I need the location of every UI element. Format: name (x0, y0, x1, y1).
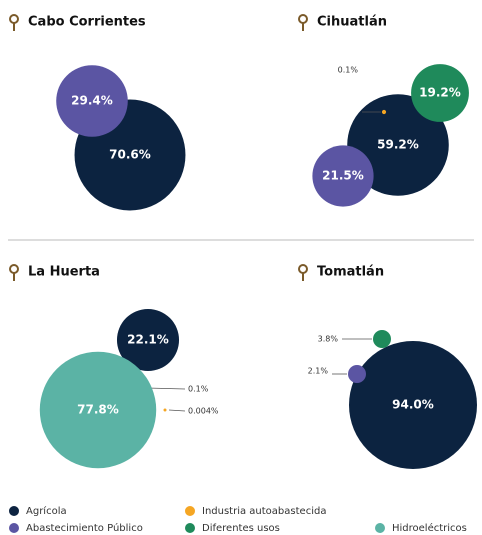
legend-label: Diferentes usos (202, 523, 280, 534)
legend-label: Abastecimiento Público (26, 522, 143, 534)
value-label: 3.8% (318, 335, 339, 344)
value-label: 19.2% (419, 86, 461, 100)
legend-label: Industria autoabastecida (202, 506, 326, 517)
bubble (381, 109, 387, 115)
leader-line (168, 409, 186, 412)
legend-marker (9, 506, 19, 516)
legend-marker (375, 523, 385, 533)
bubble (116, 308, 180, 372)
value-label: 2.1% (308, 367, 329, 376)
value-label: 21.5% (322, 169, 364, 183)
pin-icon (298, 14, 308, 24)
pin-icon (9, 264, 19, 274)
value-label: 0.1% (338, 66, 359, 75)
value-label: 70.6% (109, 148, 151, 162)
bubble (39, 351, 157, 469)
chart-title: Cabo Corrientes (28, 15, 146, 30)
bubble (56, 65, 128, 137)
legend-label: Hidroeléctricos (392, 522, 467, 534)
legend-marker (185, 506, 195, 516)
chart-title: La Huerta (28, 265, 100, 280)
value-label: 22.1% (127, 333, 169, 347)
leader-line (146, 387, 186, 390)
bubble (348, 365, 366, 383)
bubble (373, 330, 391, 348)
value-label: 59.2% (377, 138, 419, 152)
bubble (349, 341, 477, 469)
bubble (312, 145, 374, 207)
value-label: 0.004% (188, 407, 219, 416)
legend-marker (185, 523, 195, 533)
bubble (163, 408, 167, 412)
legend-marker (9, 523, 19, 533)
bubble (411, 64, 469, 122)
chart-title: Tomatlán (317, 265, 384, 280)
pin-icon (9, 14, 19, 24)
pin-icon (298, 264, 308, 274)
value-label: 0.1% (188, 385, 209, 394)
legend-label: Agrícola (26, 505, 67, 517)
value-label: 29.4% (71, 94, 113, 108)
value-label: 77.8% (77, 403, 119, 417)
chart-title: Cihuatlán (317, 15, 387, 30)
value-label: 94.0% (392, 398, 434, 412)
